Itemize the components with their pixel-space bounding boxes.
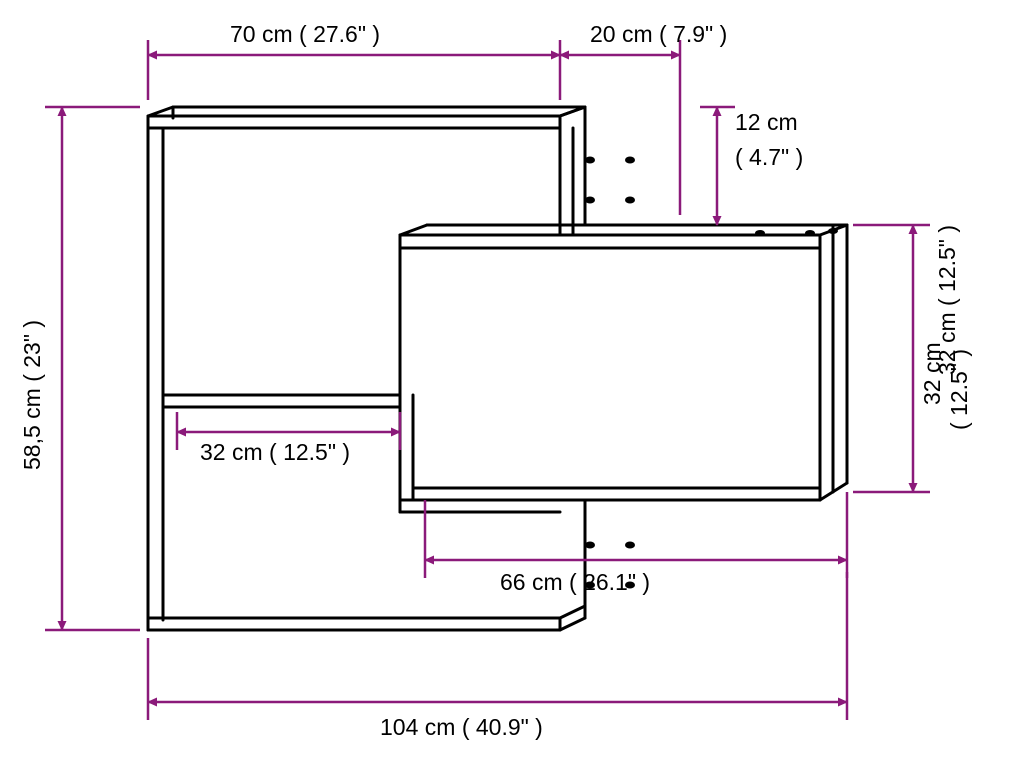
label-12cm-b: ( 4.7" ) — [735, 144, 803, 170]
label-20cm: 20 cm ( 7.9" ) — [590, 21, 727, 47]
label-104cm: 104 cm ( 40.9" ) — [380, 714, 543, 740]
label-32cm-inner: 32 cm ( 12.5" ) — [200, 439, 350, 465]
label-32cm-right: ( 12.5" ) — [946, 349, 972, 430]
label-12cm-a: 12 cm — [735, 109, 798, 135]
product-outline — [148, 107, 847, 630]
mounting-dots-top — [585, 157, 635, 204]
label-70cm: 70 cm ( 27.6" ) — [230, 21, 380, 47]
label-32cm-right-cm: 32 cm — [919, 342, 945, 405]
label-66cm: 66 cm ( 26.1" ) — [500, 569, 650, 595]
dimension-diagram: 70 cm ( 27.6" ) 20 cm ( 7.9" ) 12 cm ( 4… — [0, 0, 1013, 757]
dimension-labels: 70 cm ( 27.6" ) 20 cm ( 7.9" ) 12 cm ( 4… — [230, 21, 960, 375]
label-58-5cm: 58,5 cm ( 23" ) — [19, 320, 45, 470]
